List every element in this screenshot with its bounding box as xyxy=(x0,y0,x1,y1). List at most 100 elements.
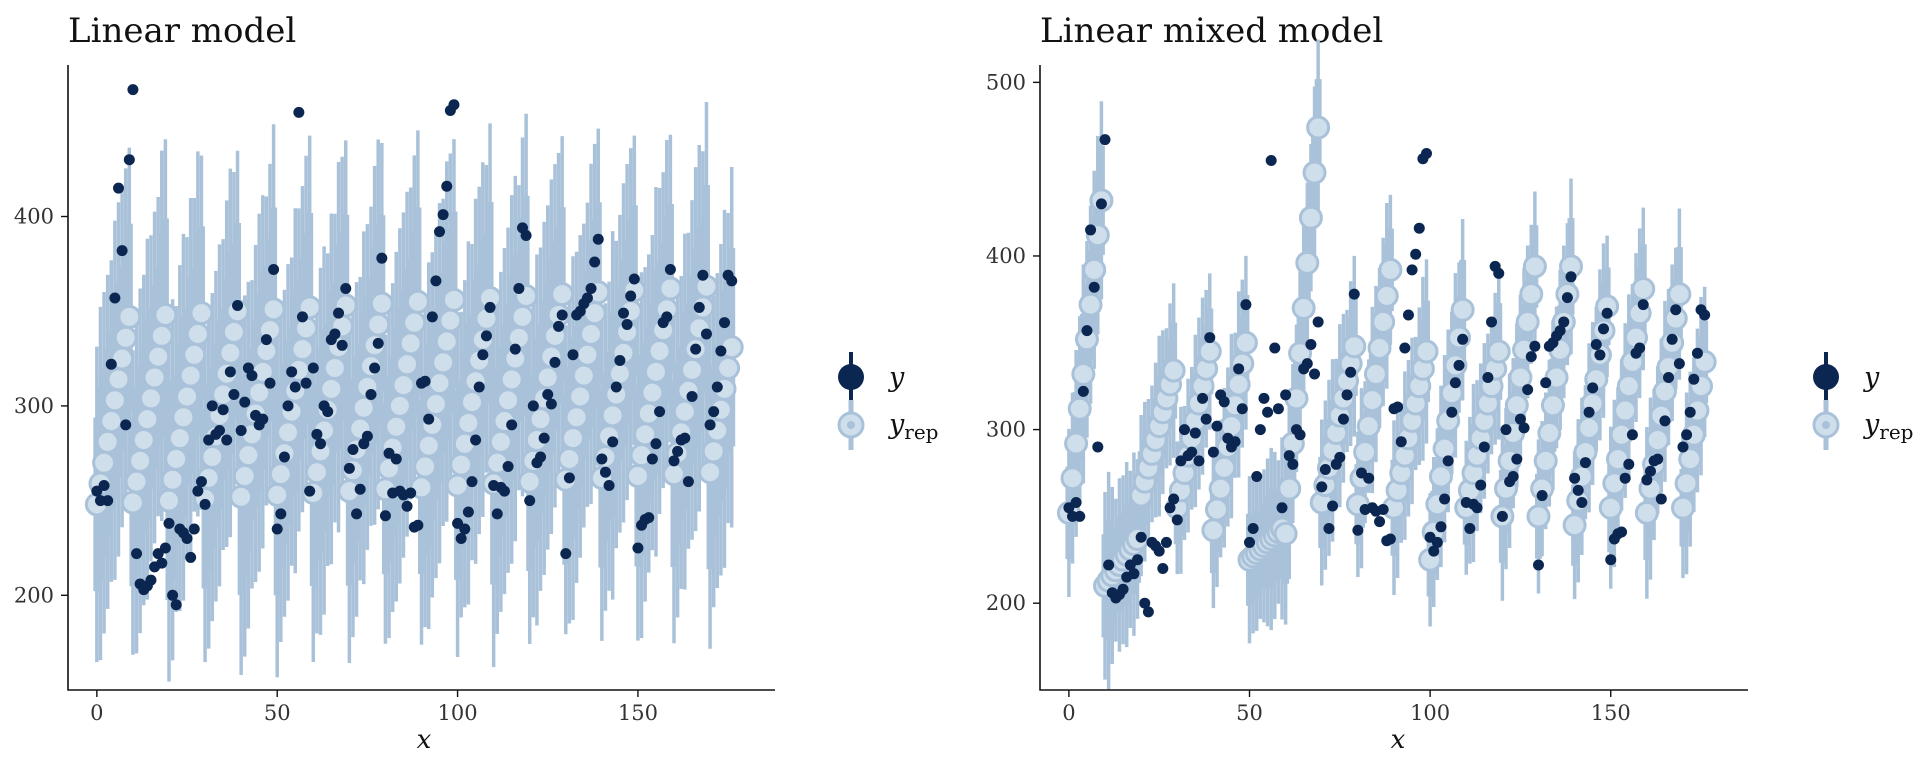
yrep-point xyxy=(680,357,705,382)
y-point xyxy=(1561,292,1573,304)
y-point xyxy=(632,542,644,554)
y-point xyxy=(390,453,402,465)
y-point xyxy=(423,413,435,425)
yrep-point xyxy=(496,388,521,413)
y-point xyxy=(304,485,316,497)
y-point xyxy=(354,483,366,495)
y-point xyxy=(1189,427,1201,439)
y-point xyxy=(704,419,716,431)
y-point xyxy=(434,226,446,238)
x-tick-label: 0 xyxy=(90,701,103,725)
y-point xyxy=(664,264,676,276)
y-point xyxy=(1605,554,1617,566)
yrep-point xyxy=(1522,254,1547,279)
y-point xyxy=(167,589,179,601)
y-point xyxy=(1453,359,1465,371)
y-point xyxy=(430,275,442,287)
yrep-point xyxy=(99,409,124,434)
yrep-point xyxy=(445,473,470,498)
y-point xyxy=(1435,521,1447,533)
y-point xyxy=(1410,248,1422,260)
x-tick-label: 150 xyxy=(1591,701,1631,725)
yrep-point xyxy=(232,463,257,488)
yrep-point xyxy=(1631,276,1656,301)
y-point xyxy=(1428,545,1440,557)
y-point xyxy=(1554,325,1566,337)
y-point xyxy=(1088,281,1100,293)
yrep-point xyxy=(1378,257,1403,282)
y-point xyxy=(1659,415,1671,427)
legend-key-yrep xyxy=(1812,400,1840,450)
y-point xyxy=(1598,323,1610,335)
y-point xyxy=(679,432,691,444)
yrep-point xyxy=(488,429,513,454)
yrep-point xyxy=(1432,436,1457,461)
y-point xyxy=(1236,403,1248,415)
y-point xyxy=(535,451,547,463)
yrep-point xyxy=(1577,415,1602,440)
y-point xyxy=(693,301,705,313)
yrep-point xyxy=(1291,296,1316,321)
y-point xyxy=(264,377,276,389)
yrep-point xyxy=(1353,440,1378,465)
yrep-point xyxy=(1064,431,1089,456)
y-point xyxy=(1601,307,1613,319)
y-point xyxy=(329,328,341,340)
y-point xyxy=(109,292,121,304)
yrep-point xyxy=(1562,513,1587,538)
y-point xyxy=(1496,510,1508,522)
yrep-point xyxy=(171,405,196,430)
y-point xyxy=(1070,497,1082,508)
yrep-point xyxy=(229,484,254,509)
y-point xyxy=(1178,424,1190,436)
y-point xyxy=(484,301,496,313)
yrep-point xyxy=(1526,504,1551,529)
y-point xyxy=(715,345,727,357)
y-point xyxy=(1684,406,1696,418)
y-point xyxy=(246,370,258,382)
y-point xyxy=(293,106,305,118)
y-point xyxy=(1590,339,1602,351)
y-point xyxy=(1507,470,1519,482)
y-point xyxy=(1587,382,1599,394)
y-point xyxy=(1569,472,1581,484)
y-point xyxy=(1251,470,1263,482)
yrep-point xyxy=(561,426,585,451)
y-point xyxy=(159,542,171,554)
legend-linear-model: y yrep xyxy=(837,352,938,450)
yrep-point xyxy=(434,329,459,354)
yrep-point xyxy=(1504,393,1529,418)
yrep-point xyxy=(221,320,246,345)
y-point xyxy=(206,400,218,412)
yrep-point xyxy=(1360,388,1385,413)
y-point xyxy=(661,311,673,323)
yrep-point xyxy=(391,373,416,398)
yrep-point xyxy=(1306,115,1331,140)
y-point xyxy=(726,275,738,287)
y-point xyxy=(1345,366,1357,378)
x-tick-label: 50 xyxy=(1236,701,1263,725)
yrep-point xyxy=(1613,398,1638,423)
y-point xyxy=(102,495,114,507)
yrep-point xyxy=(153,303,178,327)
y-point xyxy=(643,512,655,524)
y-point xyxy=(123,154,135,166)
y-point xyxy=(1074,510,1086,522)
y-point xyxy=(1673,358,1685,370)
y-point xyxy=(589,256,601,268)
y-point xyxy=(185,551,197,563)
yrep-point xyxy=(167,426,192,451)
y-point xyxy=(1128,568,1140,580)
y-point xyxy=(524,495,536,507)
y-point xyxy=(1352,524,1364,536)
y-point xyxy=(278,451,290,463)
yrep-point xyxy=(1670,495,1695,520)
yrep-point xyxy=(290,337,315,362)
y-point xyxy=(426,311,438,323)
y-point xyxy=(1449,377,1461,389)
y-point xyxy=(1139,597,1151,609)
y-point xyxy=(195,476,207,488)
y-point xyxy=(1500,424,1512,436)
yrep-point xyxy=(138,386,163,411)
y-point xyxy=(1262,406,1274,418)
